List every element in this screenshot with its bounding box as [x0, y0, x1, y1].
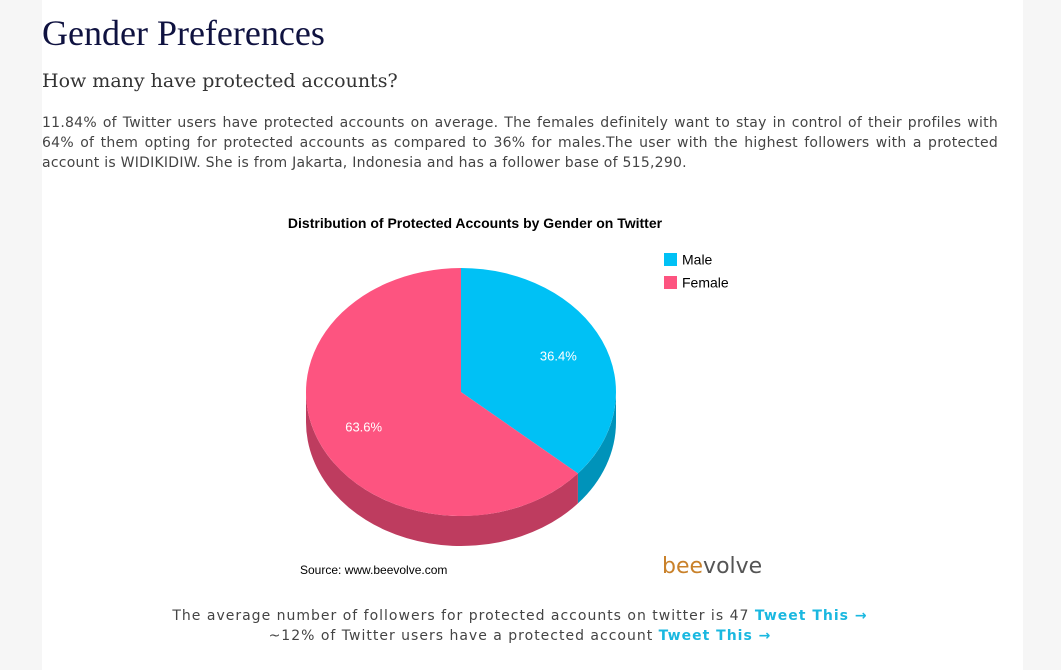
- footer-line-2: ~12% of Twitter users have a protected a…: [42, 626, 998, 646]
- slice-label-male: 36.4%: [540, 349, 577, 364]
- pie-side-female: [306, 392, 578, 546]
- pie-chart: Distribution of Protected Accounts by Ge…: [288, 215, 762, 579]
- page-title: Gender Preferences: [42, 13, 325, 53]
- footer-stats: The average number of followers for prot…: [42, 606, 998, 646]
- chart-title: Distribution of Protected Accounts by Ge…: [288, 215, 663, 231]
- section-subtitle: How many have protected accounts?: [42, 70, 398, 92]
- legend-label-female: Female: [682, 275, 729, 291]
- logo-prefix: bee: [662, 554, 703, 579]
- tweet-this-link-1[interactable]: Tweet This →: [754, 608, 868, 624]
- pie-side-male: [577, 392, 616, 504]
- legend-label-male: Male: [682, 252, 713, 268]
- pie-tops: [305, 268, 616, 516]
- tweet-this-link-2[interactable]: Tweet This →: [658, 628, 772, 644]
- chart-source: Source: www.beevolve.com: [300, 563, 447, 577]
- chart-legend: Male Female: [664, 252, 729, 291]
- logo-suffix: volve: [703, 554, 762, 579]
- pie-sides: [306, 392, 616, 546]
- intro-paragraph: 11.84% of Twitter users have protected a…: [42, 115, 998, 171]
- protected-share-text: ~12% of Twitter users have a protected a…: [268, 628, 654, 644]
- pie-slice-male[interactable]: [461, 268, 616, 474]
- legend-swatch-female: [664, 276, 677, 289]
- pie-slice-female[interactable]: [305, 268, 578, 516]
- slice-label-female: 63.6%: [345, 419, 382, 434]
- legend-swatch-male: [664, 253, 677, 266]
- footer-line-1: The average number of followers for prot…: [42, 606, 998, 626]
- beevolve-logo: beevolve: [662, 554, 762, 579]
- article: Gender Preferences How many have protect…: [42, 0, 1023, 670]
- avg-followers-text: The average number of followers for prot…: [172, 608, 750, 624]
- pie-labels: 36.4% 63.6%: [345, 349, 577, 435]
